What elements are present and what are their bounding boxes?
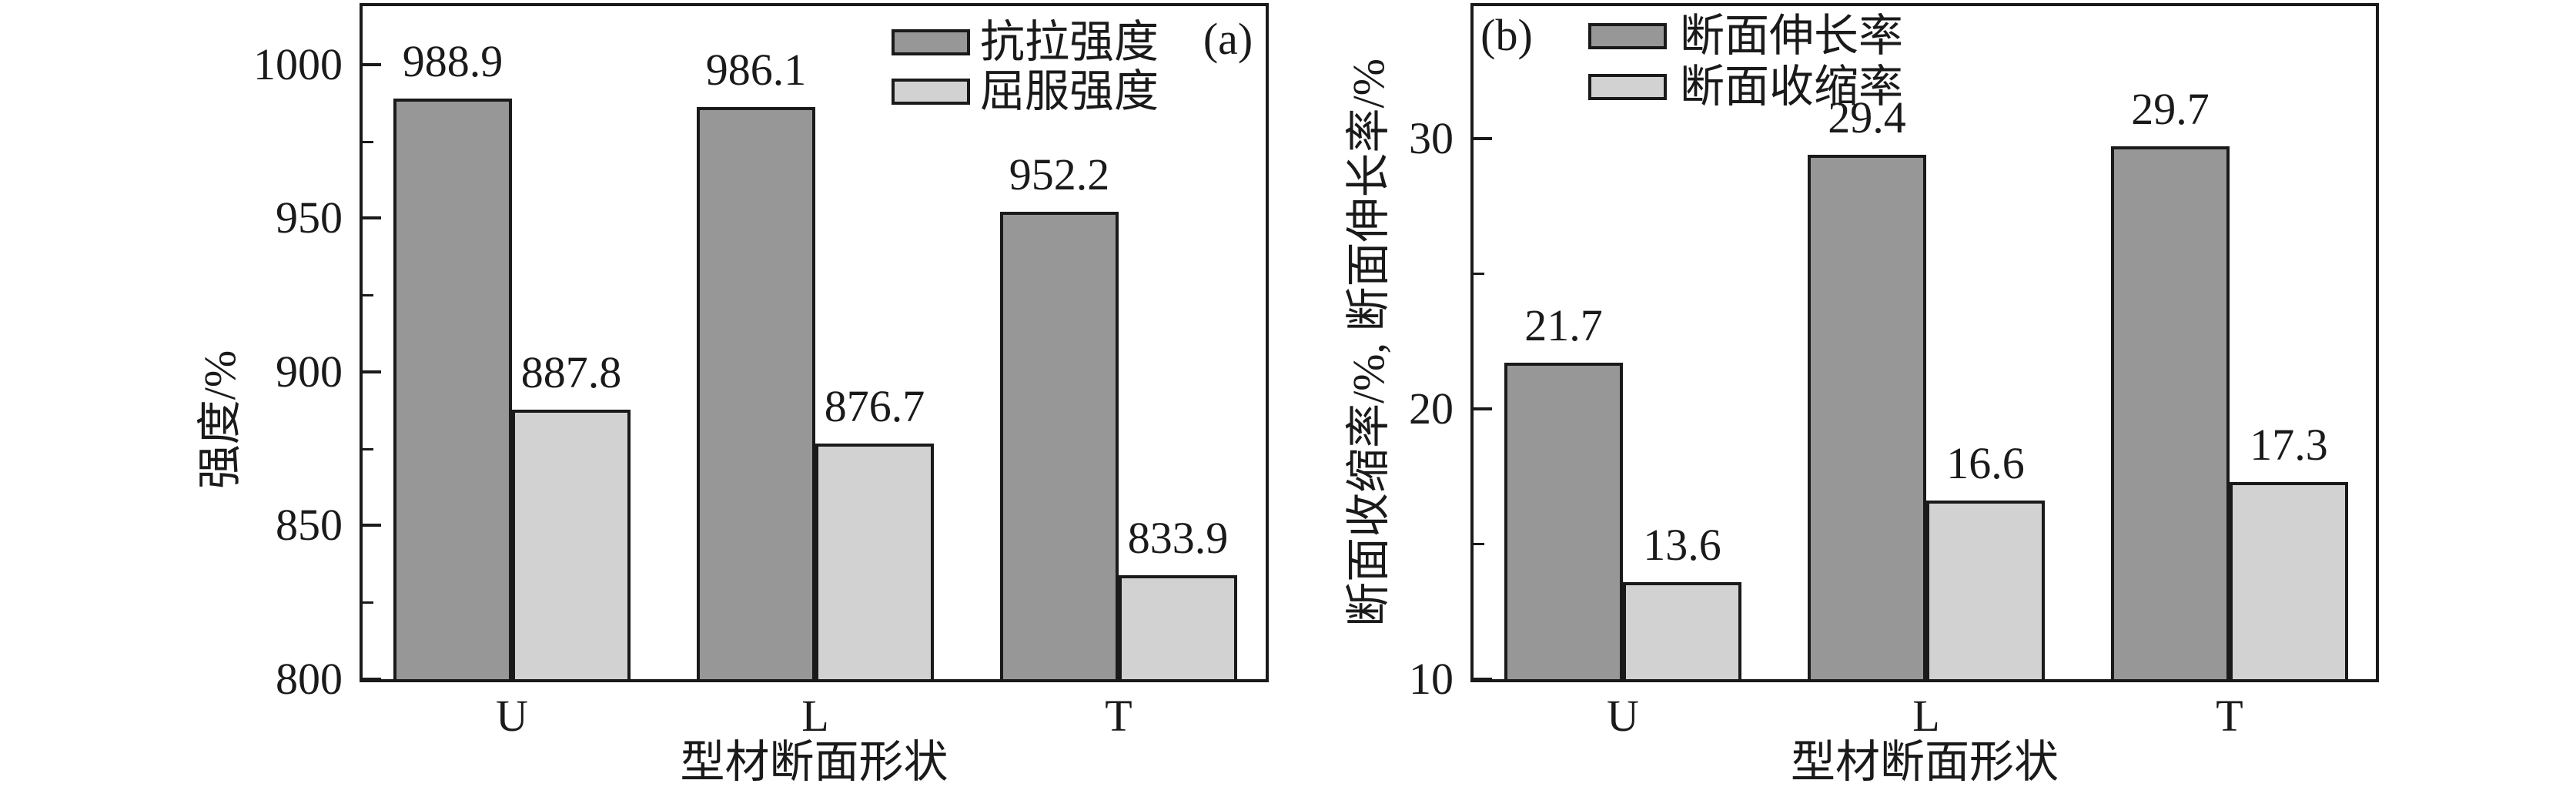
x-axis-title: 型材断面形状 — [680, 737, 948, 787]
y-major-tick — [1474, 407, 1492, 410]
y-minor-tick — [363, 141, 373, 143]
x-category-label: T — [2216, 691, 2243, 741]
legend-swatch-series1 — [892, 79, 970, 105]
y-minor-tick — [363, 601, 373, 604]
x-category-label: L — [801, 691, 829, 741]
y-minor-tick — [1474, 273, 1484, 275]
y-tick-label: 30 — [1409, 113, 1454, 163]
bar-series0-L — [697, 107, 815, 682]
bar-value-label: 13.6 — [1643, 520, 1721, 570]
bar-value-label: 16.6 — [1946, 438, 2025, 488]
x-category-label: U — [496, 691, 528, 741]
panel-label: (a) — [1203, 14, 1253, 64]
y-major-tick — [363, 216, 381, 219]
bar-value-label: 887.8 — [520, 347, 622, 397]
bar-series1-U — [1623, 582, 1741, 682]
y-tick-label: 10 — [1409, 654, 1454, 704]
bar-series0-U — [393, 99, 512, 682]
y-tick-label: 20 — [1409, 383, 1454, 434]
y-major-tick — [363, 370, 381, 373]
bar-series1-L — [815, 444, 934, 682]
y-tick-label: 1000 — [253, 39, 343, 89]
bar-series1-T — [2230, 482, 2348, 682]
bar-value-label: 876.7 — [824, 381, 925, 431]
panel-label: (b) — [1480, 10, 1533, 60]
bar-series1-T — [1119, 575, 1237, 682]
x-category-label: T — [1105, 691, 1132, 741]
y-minor-tick — [363, 294, 373, 296]
y-major-tick — [1474, 678, 1492, 681]
bar-value-label: 952.2 — [1009, 149, 1110, 199]
bar-value-label: 988.9 — [402, 36, 503, 86]
legend-swatch-series0 — [892, 29, 970, 55]
x-category-label: L — [1912, 691, 1940, 741]
y-major-tick — [363, 63, 381, 66]
y-axis-title: 断面收缩率/%, 断面伸长率/% — [1343, 59, 1393, 627]
legend-swatch-series1 — [1588, 74, 1667, 100]
bar-series0-T — [2111, 146, 2230, 682]
bar-series1-U — [512, 410, 631, 682]
y-tick-label: 900 — [276, 347, 343, 397]
bar-value-label: 833.9 — [1127, 513, 1229, 563]
legend-swatch-series0 — [1588, 23, 1667, 49]
y-axis-title: 强度/% — [195, 350, 245, 490]
bar-series0-U — [1504, 363, 1623, 682]
bar-value-label: 29.4 — [1828, 92, 1906, 142]
y-minor-tick — [363, 448, 373, 450]
bar-series0-T — [1000, 212, 1119, 682]
bar-series0-L — [1808, 155, 1926, 682]
y-major-tick — [363, 678, 381, 681]
y-minor-tick — [1474, 543, 1484, 545]
x-axis-title: 型材断面形状 — [1790, 737, 2059, 787]
bar-value-label: 29.7 — [2131, 84, 2210, 134]
y-tick-label: 950 — [276, 193, 343, 243]
bar-series1-L — [1926, 501, 2045, 682]
y-tick-label: 850 — [276, 500, 343, 550]
legend-label-series1: 断面收缩率 — [1680, 62, 1904, 112]
legend-label-series1: 屈服强度 — [980, 66, 1159, 116]
x-category-label: U — [1607, 691, 1639, 741]
y-major-tick — [1474, 137, 1492, 140]
legend-label-series0: 抗拉强度 — [980, 17, 1159, 67]
bar-value-label: 986.1 — [705, 45, 807, 95]
bar-value-label: 17.3 — [2250, 420, 2328, 470]
bar-value-label: 21.7 — [1524, 300, 1603, 350]
y-major-tick — [363, 524, 381, 527]
y-tick-label: 800 — [276, 654, 343, 704]
legend-label-series0: 断面伸长率 — [1680, 11, 1904, 61]
